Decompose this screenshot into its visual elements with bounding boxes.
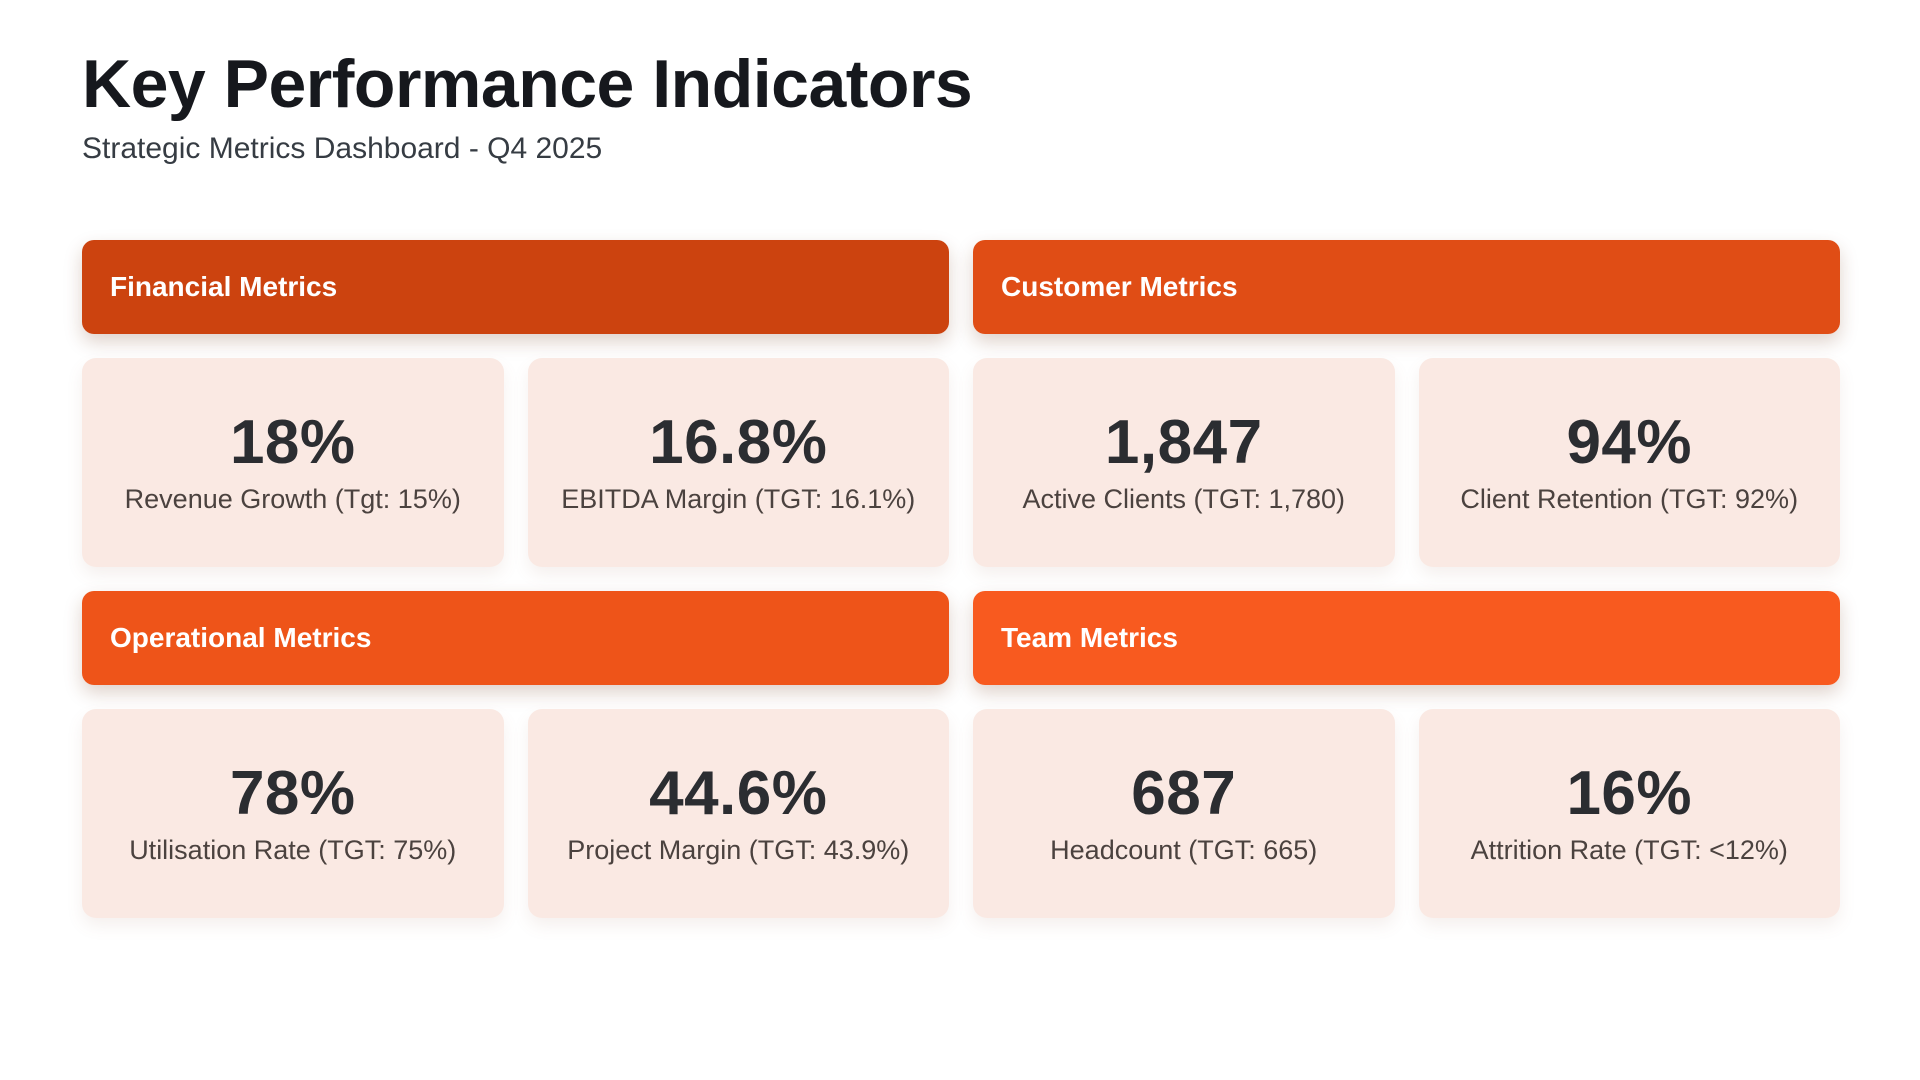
metric-label: Utilisation Rate (TGT: 75%) — [129, 835, 457, 865]
metric-card-utilisation-rate: 78% Utilisation Rate (TGT: 75%) — [82, 709, 504, 918]
metric-card-attrition-rate: 16% Attrition Rate (TGT: <12%) — [1418, 709, 1840, 918]
section-title-customer: Customer Metrics — [1001, 271, 1238, 302]
metric-value: 1,847 — [1104, 408, 1263, 477]
section-header-team: Team Metrics — [973, 591, 1840, 685]
page-subtitle: Strategic Metrics Dashboard - Q4 2025 — [82, 132, 603, 165]
metric-value: 78% — [229, 759, 356, 828]
kpi-grid: Financial Metrics Customer Metrics 18% R… — [82, 240, 1840, 918]
metric-value: 94% — [1566, 408, 1693, 477]
metric-card-project-margin: 44.6% Project Margin (TGT: 43.9%) — [527, 709, 949, 918]
metric-value: 16.8% — [649, 408, 828, 477]
metric-label: Active Clients (TGT: 1,780) — [1022, 484, 1346, 514]
metric-value: 16% — [1566, 759, 1693, 828]
metric-label: Client Retention (TGT: 92%) — [1460, 484, 1799, 514]
metric-label: Project Margin (TGT: 43.9%) — [567, 835, 910, 865]
metric-label: EBITDA Margin (TGT: 16.1%) — [561, 484, 916, 514]
section-title-team: Team Metrics — [1001, 622, 1178, 653]
metric-card-revenue-growth: 18% Revenue Growth (Tgt: 15%) — [82, 358, 504, 567]
section-title-operational: Operational Metrics — [110, 622, 372, 653]
metric-value: 18% — [229, 408, 356, 477]
metric-card-ebitda-margin: 16.8% EBITDA Margin (TGT: 16.1%) — [527, 358, 949, 567]
section-header-customer: Customer Metrics — [973, 240, 1840, 334]
metric-label: Revenue Growth (Tgt: 15%) — [124, 484, 461, 514]
metric-value: 44.6% — [649, 759, 828, 828]
metric-label: Attrition Rate (TGT: <12%) — [1470, 835, 1788, 865]
metric-label: Headcount (TGT: 665) — [1050, 835, 1318, 865]
metric-card-headcount: 687 Headcount (TGT: 665) — [973, 709, 1395, 918]
metric-value: 687 — [1131, 759, 1237, 828]
section-title-financial: Financial Metrics — [110, 271, 338, 302]
page-title: Key Performance Indicators — [82, 46, 973, 122]
section-header-financial: Financial Metrics — [82, 240, 949, 334]
section-header-operational: Operational Metrics — [82, 591, 949, 685]
metric-card-active-clients: 1,847 Active Clients (TGT: 1,780) — [973, 358, 1395, 567]
metric-card-client-retention: 94% Client Retention (TGT: 92%) — [1418, 358, 1840, 567]
